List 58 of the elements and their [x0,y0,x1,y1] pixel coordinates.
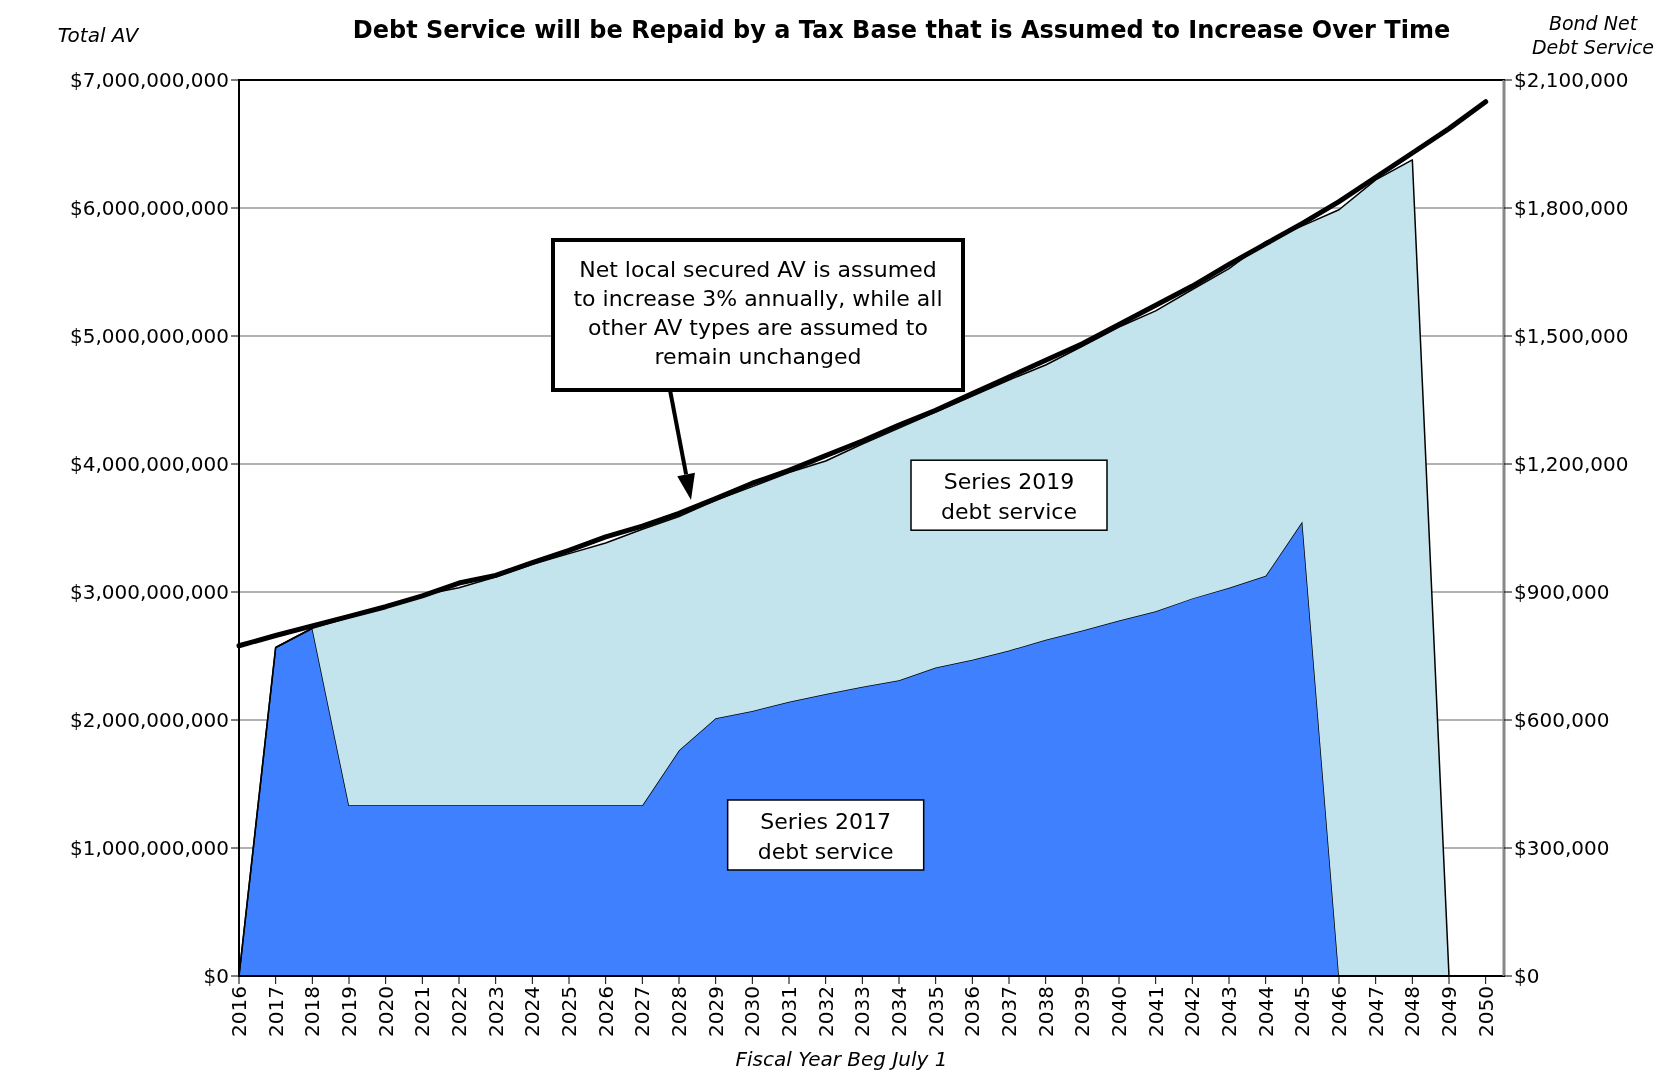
x-tick-label: 2024 [520,986,545,1037]
y2-tick-label: $1,800,000 [1514,196,1629,220]
x-tick-label: 2023 [483,986,508,1037]
y-tick-label: $3,000,000,000 [69,580,229,604]
y-tick-label: $1,000,000,000 [69,836,229,860]
x-tick-label: 2022 [447,986,471,1037]
x-tick-label: 2050 [1473,986,1498,1037]
x-tick-label: 2047 [1363,986,1388,1037]
x-tick-label: 2025 [557,986,581,1037]
x-tick-label: 2020 [373,986,398,1037]
series-label: Series 2019 debt service [941,469,1077,525]
x-tick-label: 2046 [1327,986,1351,1037]
x-tick-label: 2030 [740,986,765,1037]
y-axis-title: Total AV [57,23,140,47]
y-tick-label: $7,000,000,000 [69,68,229,92]
x-tick-label: 2034 [887,986,911,1037]
annotation: Net local secured AV is assumed to increase 3% annually, while all other AV types are assumed to remain unchanged [573,257,943,369]
x-tick-label: 2031 [777,986,801,1037]
x-tick-label: 2028 [667,986,691,1037]
x-tick-label: 2033 [850,986,875,1037]
y-tick-label: $5,000,000,000 [69,324,229,348]
x-tick-label: 2026 [593,986,618,1037]
x-tick-label: 2043 [1217,986,1241,1037]
x-tick-label: 2038 [1033,986,1058,1037]
y-tick-label: $0 [203,964,229,988]
y-tick-label: $6,000,000,000 [69,196,229,220]
y2-tick-label: $1,500,000 [1514,324,1629,348]
x-tick-label: 2048 [1400,986,1425,1037]
x-tick-label: 2029 [703,986,728,1037]
chart-title: Debt Service will be Repaid by a Tax Base that is Assumed to Increase Over Time [352,16,1451,44]
y2-tick-label: $0 [1514,964,1540,988]
x-tick-label: 2016 [227,986,251,1037]
y2-tick-label: $300,000 [1514,836,1610,860]
y2-axis-title: Bond Net Debt Service [1531,12,1655,58]
x-tick-label: 2019 [337,986,361,1037]
x-tick-label: 2042 [1180,986,1205,1037]
x-tick-label: 2049 [1437,986,1461,1037]
x-tick-label: 2032 [813,986,838,1037]
x-tick-label: 2037 [997,986,1021,1037]
x-tick-label: 2036 [960,986,985,1037]
x-tick-label: 2044 [1253,986,1278,1037]
x-tick-label: 2041 [1143,986,1168,1037]
x-tick-label: 2027 [630,986,655,1037]
y-tick-label: $4,000,000,000 [69,452,229,476]
y2-tick-label: $900,000 [1514,580,1610,604]
y-tick-label: $2,000,000,000 [69,708,229,732]
x-tick-label: 2035 [923,986,948,1037]
y2-tick-label: $1,200,000 [1514,452,1629,476]
x-axis-title: Fiscal Year Beg July 1 [735,1047,948,1071]
x-tick-label: 2045 [1290,986,1315,1037]
x-tick-label: 2017 [263,986,288,1037]
x-tick-label: 2040 [1107,986,1131,1037]
x-tick-label: 2018 [300,986,325,1037]
y2-tick-label: $600,000 [1514,708,1610,732]
series-label: Series 2017 debt service [757,808,894,864]
x-tick-label: 2021 [410,986,435,1037]
y2-tick-label: $2,100,000 [1514,68,1629,92]
x-tick-label: 2039 [1070,986,1095,1037]
